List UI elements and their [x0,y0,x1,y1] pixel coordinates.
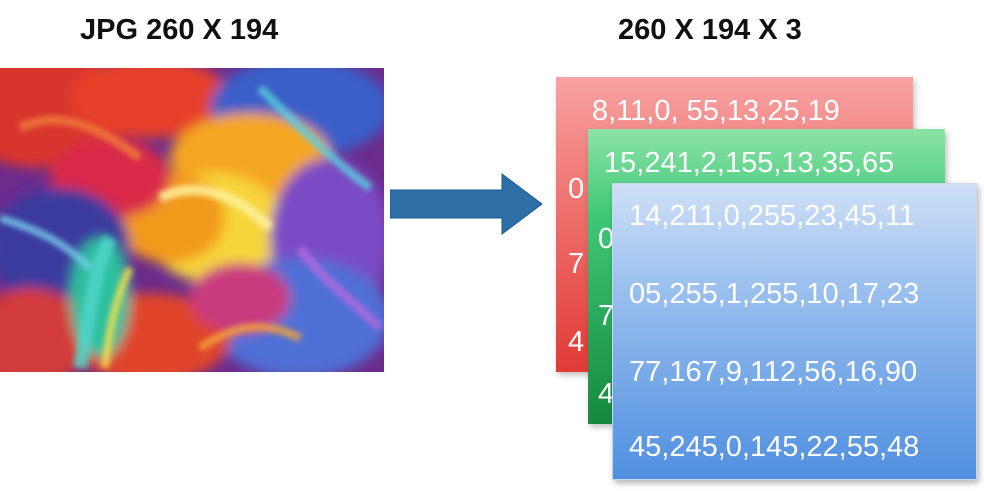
green-row-4: 4 [598,378,615,410]
blue-row-4: 45,245,0,145,22,55,48 [629,431,920,463]
abstract-painting-image [0,68,384,372]
green-row-1: 15,241,2,155,13,35,65 [604,147,895,179]
blue-row-3: 77,167,9,112,56,16,90 [629,356,918,388]
blue-row-2: 05,255,1,255,10,17,23 [629,278,920,310]
image-title: JPG 260 X 194 [80,14,279,46]
red-row-4: 4 [568,326,585,358]
blue-row-1: 14,211,0,255,23,45,11 [629,200,915,232]
red-row-3: 7 [568,248,585,280]
red-row-1: 8,11,0, 55,13,25,19 [592,95,840,127]
green-row-2: 0 [598,223,615,255]
green-row-3: 7 [598,300,615,332]
tensor-title: 260 X 194 X 3 [618,14,802,46]
blue-channel-layer: 14,211,0,255,23,45,11 05,255,1,255,10,17… [612,183,977,480]
red-row-2: 0 [568,173,585,205]
arrow-right-icon [389,172,546,241]
